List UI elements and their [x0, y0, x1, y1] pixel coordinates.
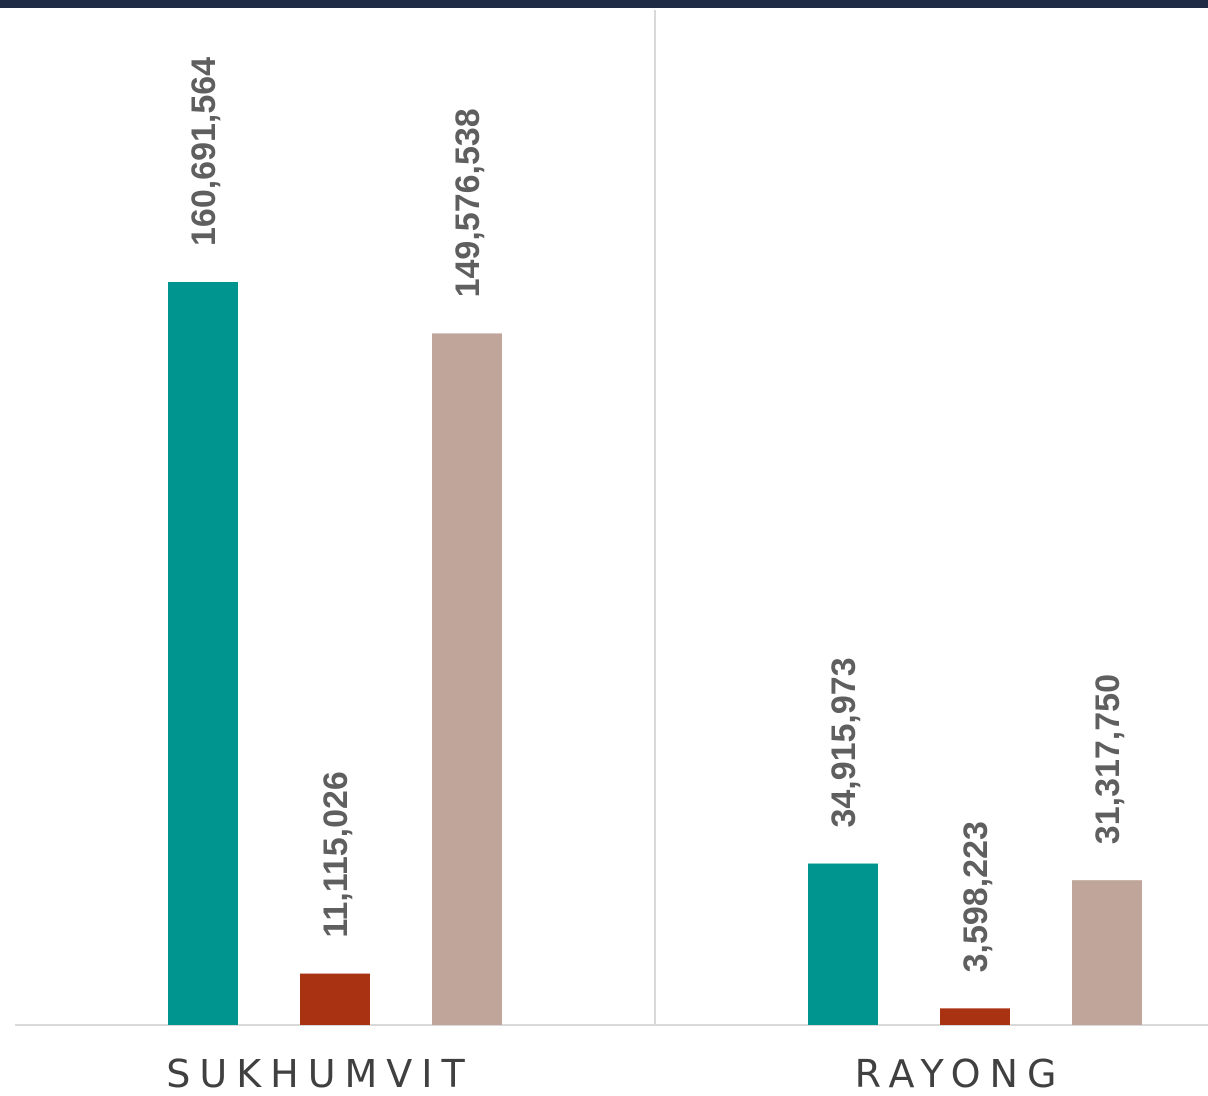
category-label-rayong: RAYONG: [854, 1052, 1066, 1096]
bar-rayong-0: [808, 863, 878, 1025]
value-label-sukhumvit-1: 11,115,026: [317, 771, 355, 937]
top-border: [0, 0, 1208, 8]
value-label-sukhumvit-0: 160,691,564: [185, 57, 223, 246]
bars-group: [168, 282, 1142, 1025]
value-label-sukhumvit-2: 149,576,538: [449, 108, 487, 297]
value-labels-group: 160,691,564 11,115,026 149,576,538 34,915,9…: [185, 57, 1127, 973]
bar-rayong-1: [940, 1008, 1010, 1025]
bar-sukhumvit-1: [300, 973, 370, 1025]
bar-sukhumvit-0: [168, 282, 238, 1025]
bar-rayong-2: [1072, 880, 1142, 1025]
bar-sukhumvit-2: [432, 333, 502, 1025]
value-label-rayong-0: 34,915,973: [825, 657, 863, 827]
value-label-rayong-1: 3,598,223: [957, 821, 995, 972]
category-label-sukhumvit: SUKHUMVIT: [166, 1052, 474, 1096]
value-label-rayong-2: 31,317,750: [1089, 674, 1127, 844]
